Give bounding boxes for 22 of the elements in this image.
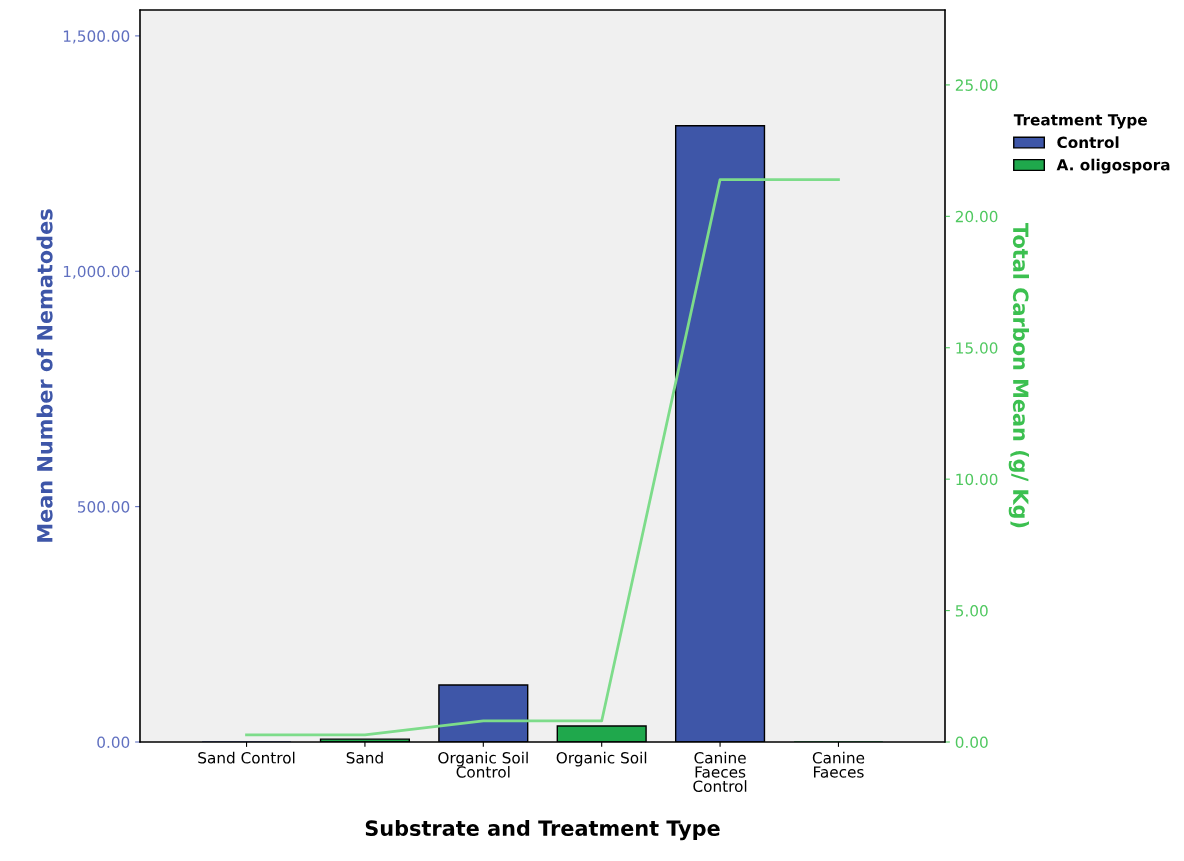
y-tick-label: 1,500.00 bbox=[63, 30, 130, 44]
y-axis-title: Mean Number of Nematodes bbox=[36, 209, 53, 542]
x-tick-label: Sand bbox=[346, 751, 383, 764]
y2-tick-label: 20.00 bbox=[955, 210, 998, 223]
x-tick-label: Organic Soil Control bbox=[438, 751, 528, 778]
y2-tick-label: 15.00 bbox=[956, 342, 998, 354]
x-tick-label: Canine Faeces bbox=[812, 751, 865, 778]
legend-title: Treatment Type bbox=[1013, 114, 1147, 129]
legend-label: A. oligospora bbox=[1056, 158, 1170, 174]
legend-label: Control bbox=[1057, 136, 1119, 149]
y2-tick-label: 10.00 bbox=[956, 473, 998, 486]
y2-axis-title: Total Carbon Mean (g/ Kg) bbox=[1008, 223, 1030, 528]
y2-tick-label: 5.00 bbox=[955, 605, 988, 617]
x-tick-label: Organic Soil bbox=[556, 751, 647, 767]
y-tick-label: 500.00 bbox=[78, 501, 130, 513]
x-tick-label: Canine Faeces Control bbox=[693, 751, 747, 792]
y2-tick-label: 25.00 bbox=[955, 79, 998, 91]
y2-tick-label: 0.00 bbox=[955, 736, 988, 749]
x-tick-label: Sand Control bbox=[198, 751, 295, 764]
y-tick-label: 1,000.00 bbox=[63, 265, 130, 279]
y-tick-label: 0.00 bbox=[97, 736, 130, 749]
x-axis-title: Substrate and Treatment Type bbox=[365, 819, 720, 841]
